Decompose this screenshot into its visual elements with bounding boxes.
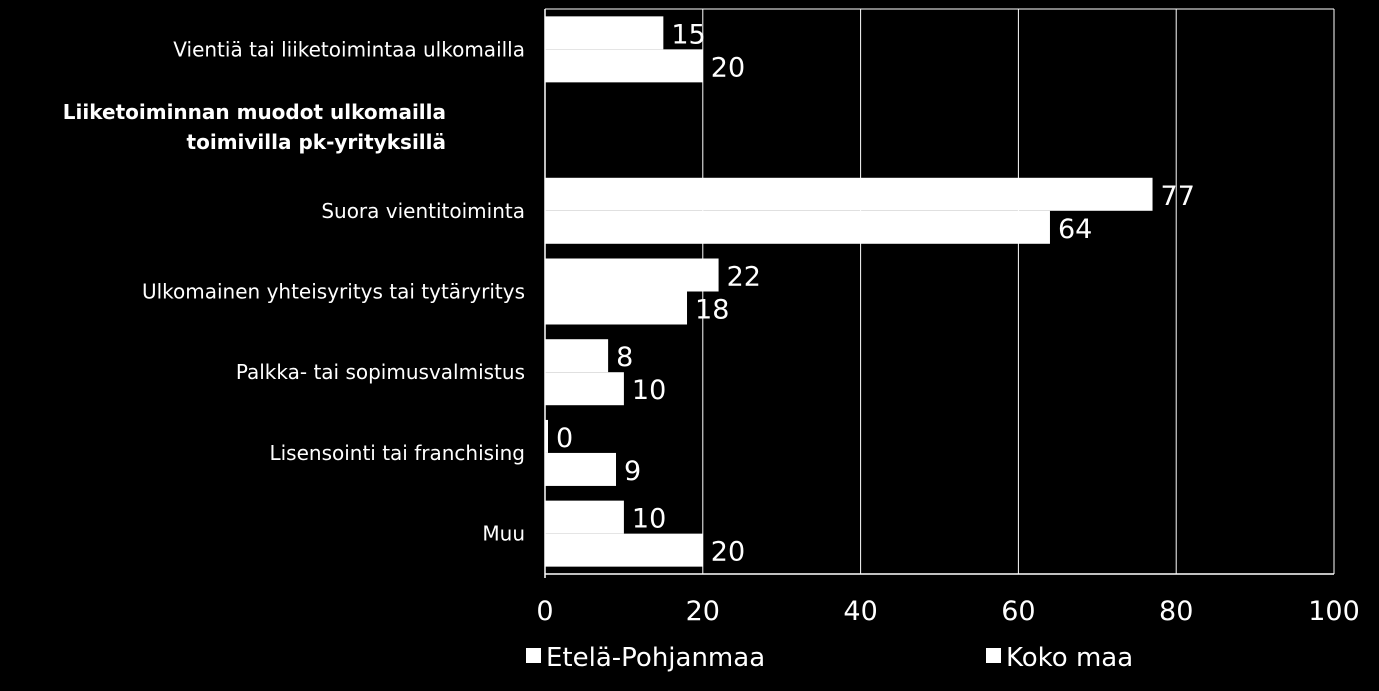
bar-koko-maa (545, 372, 624, 406)
x-tick-label-100: 100 (1308, 596, 1360, 627)
x-tick-label-40: 40 (843, 596, 877, 627)
data-label: 77 (1161, 181, 1195, 212)
axes: 0 20 40 60 80 100 (536, 8, 1360, 627)
labels: Vientiä tai liiketoimintaa ulkomailla 152… (63, 19, 1195, 567)
legend-label-etela-pohjanmaa: Etelä-Pohjanmaa (546, 643, 765, 673)
data-label: 18 (695, 295, 729, 326)
data-label: 9 (624, 456, 641, 487)
data-label: 64 (1058, 214, 1092, 245)
x-tick-label-20: 20 (686, 596, 720, 627)
x-tick-label-0: 0 (536, 596, 553, 627)
legend-swatch-etela-pohjanmaa (526, 648, 541, 663)
bar-koko-maa (545, 452, 617, 486)
data-label: 8 (616, 342, 633, 373)
legend-swatch-koko-maa (986, 648, 1001, 663)
category-label: Vientiä tai liiketoimintaa ulkomailla (173, 37, 525, 61)
category-label: Palkka- tai sopimusvalmistus (236, 360, 525, 384)
gridlines (702, 9, 1335, 574)
data-label: 15 (671, 19, 705, 50)
data-label: 0 (556, 423, 573, 454)
bar-koko-maa (545, 49, 703, 83)
bar-etela-pohjanmaa (545, 258, 719, 292)
category-label: Muu (482, 522, 525, 546)
legend: Etelä-Pohjanmaa Koko maa (526, 643, 1133, 673)
legend-label-koko-maa: Koko maa (1006, 643, 1133, 673)
heading-label-line-1: Liiketoiminnan muodot ulkomailla (63, 100, 446, 124)
data-label: 10 (632, 504, 666, 535)
bar-etela-pohjanmaa (545, 500, 624, 534)
bar-etela-pohjanmaa (545, 339, 609, 373)
bars (545, 16, 1153, 567)
data-label: 20 (711, 537, 745, 568)
category-label: Lisensointi tai franchising (269, 441, 525, 465)
category-label: Ulkomainen yhteisyritys tai tytäryritys (142, 280, 525, 304)
bar-koko-maa (545, 533, 703, 567)
bar-koko-maa (545, 291, 688, 325)
bar-koko-maa (545, 210, 1050, 244)
category-label: Suora vientitoiminta (321, 199, 525, 223)
x-tick-label-80: 80 (1159, 596, 1193, 627)
bar-etela-pohjanmaa (545, 419, 548, 453)
data-label: 10 (632, 375, 666, 406)
heading-label-line-2: toimivilla pk-yrityksillä (187, 130, 446, 154)
bar-etela-pohjanmaa (545, 177, 1153, 211)
bar-etela-pohjanmaa (545, 16, 664, 50)
data-label: 22 (727, 262, 761, 293)
x-tick-label-60: 60 (1001, 596, 1035, 627)
data-label: 20 (711, 52, 745, 83)
